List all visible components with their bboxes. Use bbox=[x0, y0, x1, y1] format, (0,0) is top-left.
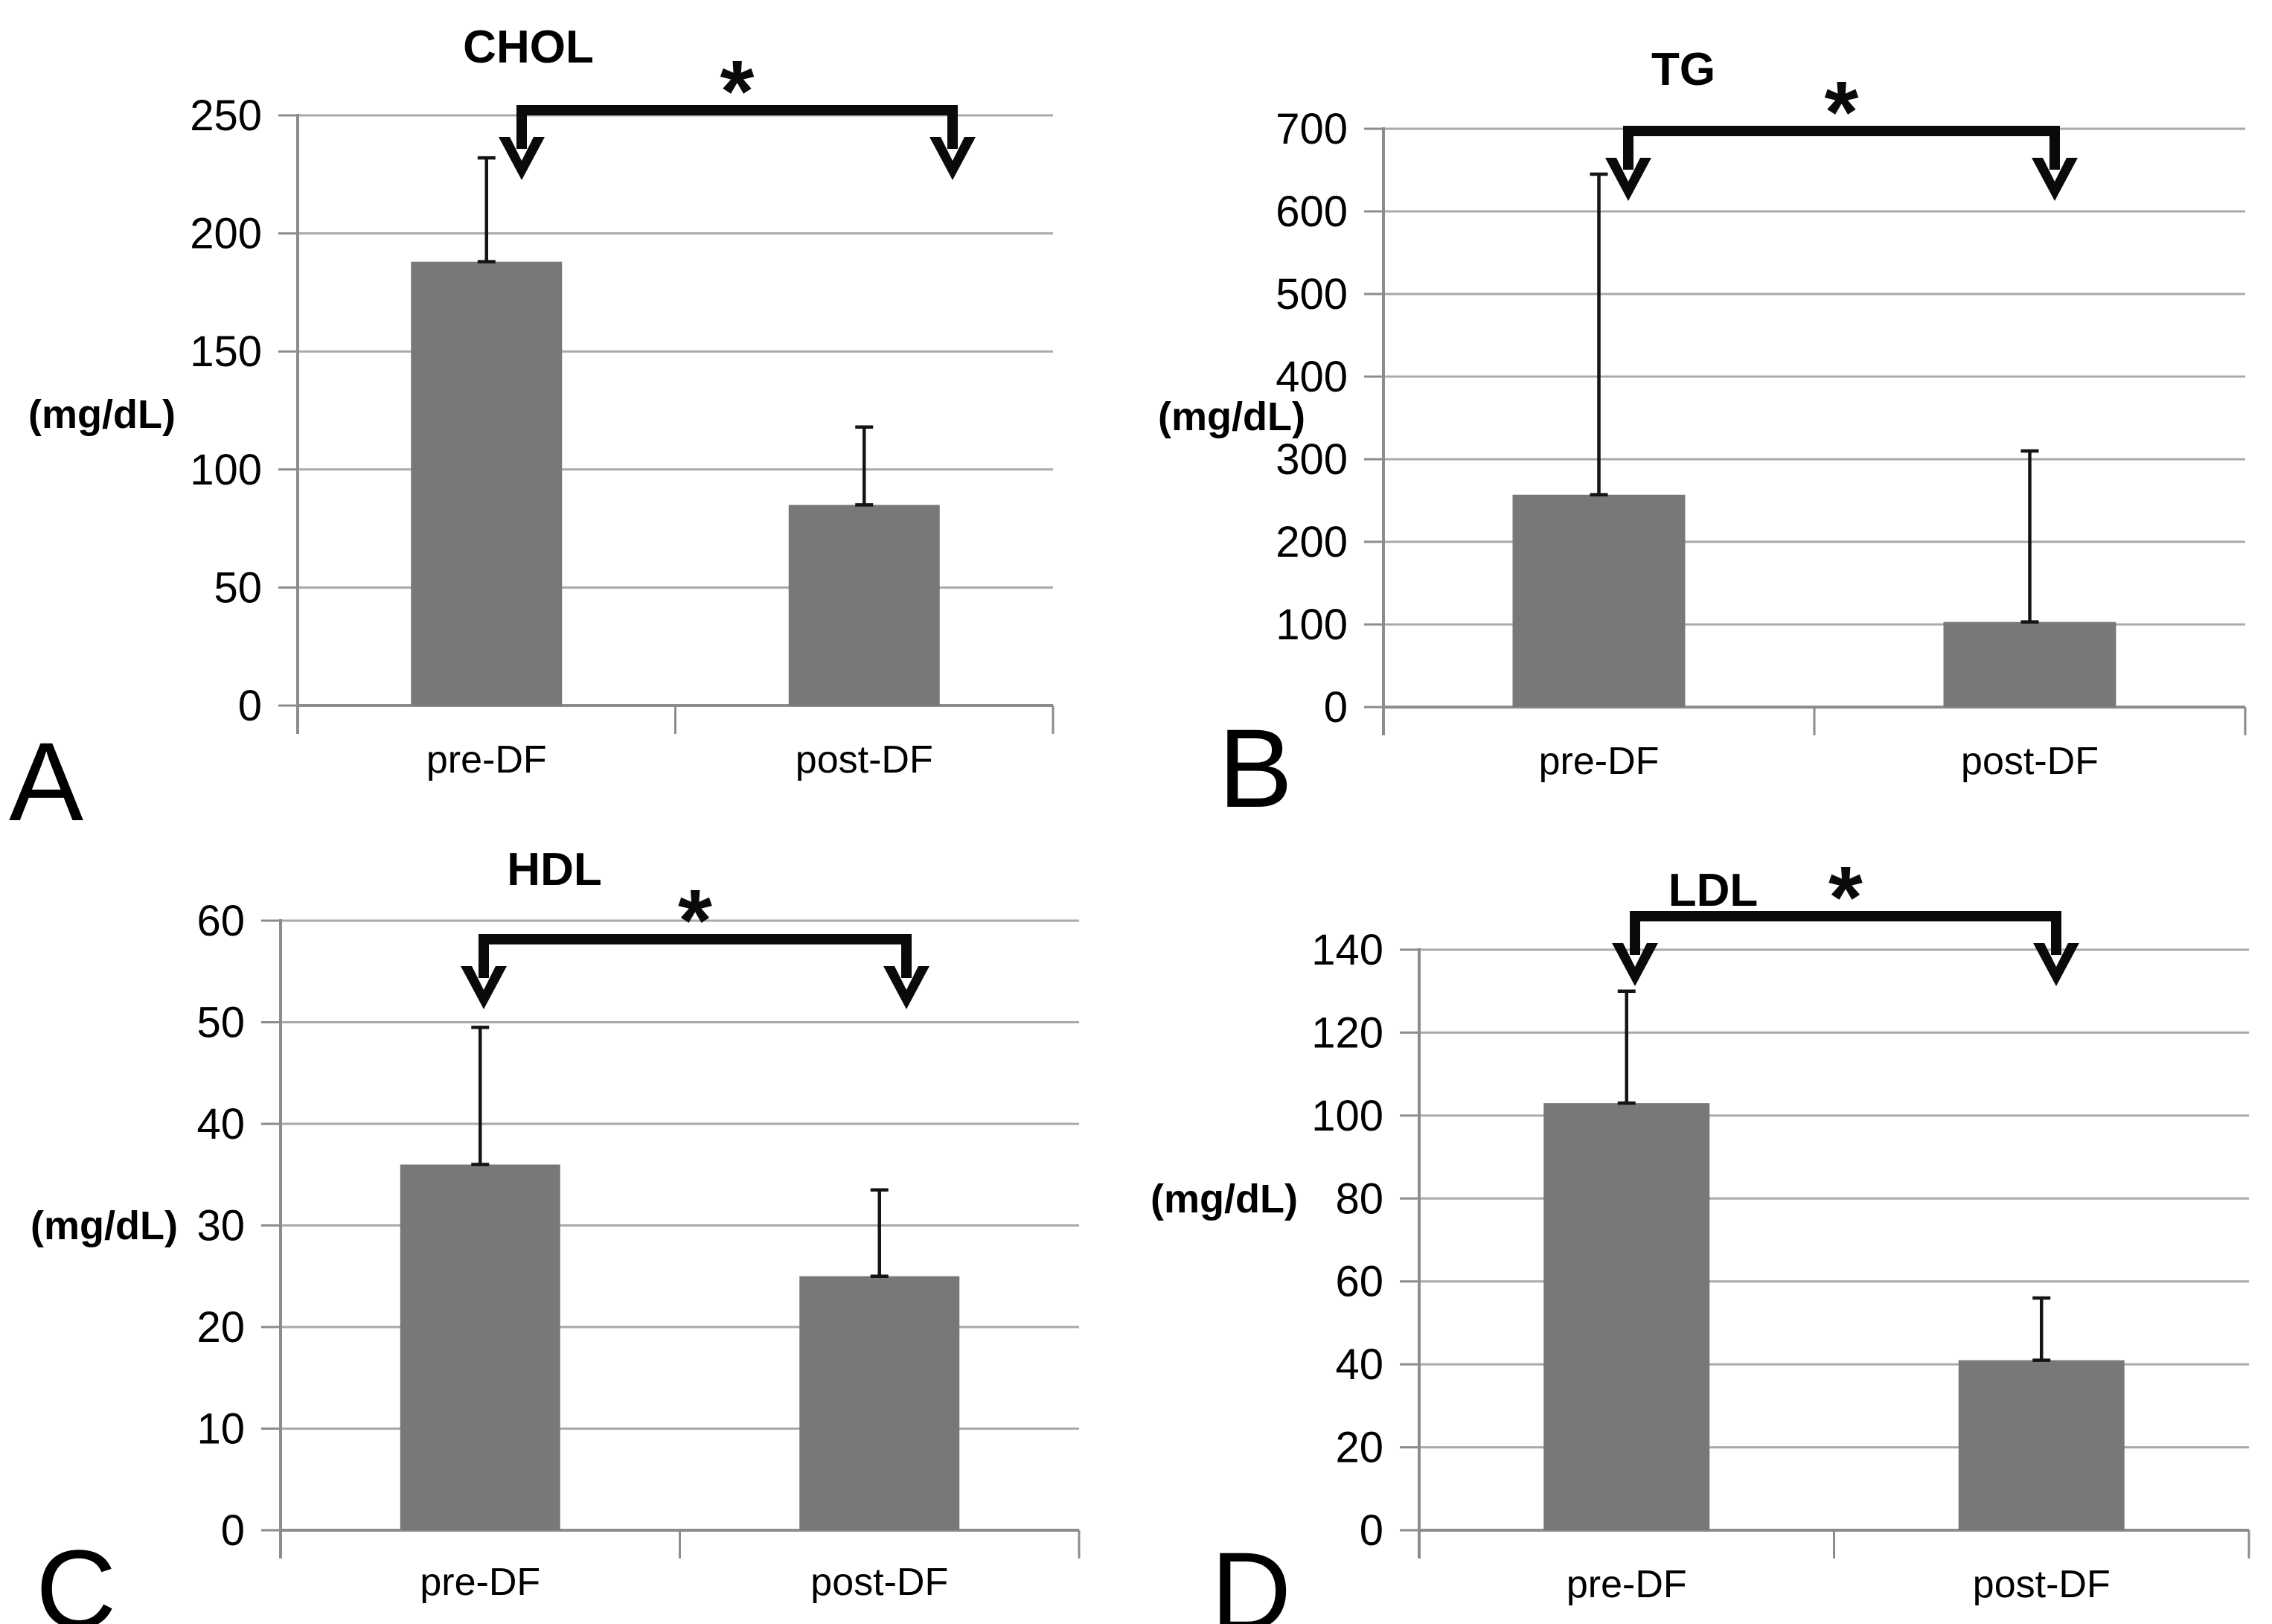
y-tick-label: 700 bbox=[1276, 105, 1348, 153]
y-tick-label: 200 bbox=[1276, 518, 1348, 566]
significance-asterisk: * bbox=[678, 872, 712, 970]
significance-bracket-bar bbox=[516, 105, 958, 115]
y-tick-label: 60 bbox=[196, 897, 245, 945]
y-axis-unit-label: (mg/dL) bbox=[1158, 394, 1305, 439]
chart-title: LDL bbox=[1668, 865, 1759, 916]
significance-bracket-stub bbox=[901, 939, 912, 978]
y-tick-label: 100 bbox=[190, 446, 262, 494]
significance-bracket-stub bbox=[1623, 131, 1633, 170]
category-label: pre-DF bbox=[420, 1561, 540, 1604]
down-arrow-icon bbox=[1605, 158, 1651, 201]
down-arrow-icon bbox=[2033, 943, 2079, 986]
y-tick-label: 60 bbox=[1335, 1258, 1383, 1306]
y-axis-unit-label: (mg/dL) bbox=[1151, 1177, 1298, 1221]
y-tick-label: 500 bbox=[1276, 270, 1348, 319]
y-tick-label: 0 bbox=[238, 682, 262, 730]
category-label: post-DF bbox=[1961, 740, 2099, 783]
category-label: post-DF bbox=[1973, 1563, 2111, 1606]
category-label: pre-DF bbox=[1539, 740, 1660, 783]
y-tick-label: 0 bbox=[221, 1506, 245, 1555]
ldl-plot-area: 0 20 40 60 80 100 120 140 pre-DF post-DF * bbox=[1311, 848, 2250, 1606]
significance-asterisk: * bbox=[1825, 63, 1859, 162]
y-tick-label: 600 bbox=[1276, 188, 1348, 236]
y-tick-label: 80 bbox=[1335, 1174, 1383, 1223]
y-tick-label: 120 bbox=[1311, 1008, 1383, 1057]
y-tick-label: 50 bbox=[214, 563, 262, 612]
y-tick-label: 0 bbox=[1360, 1506, 1383, 1555]
y-tick-label: 0 bbox=[1324, 683, 1348, 732]
chol-plot-area: 0 50 100 150 200 250 pre-DF post-DF * bbox=[190, 42, 1055, 781]
down-arrow-icon bbox=[883, 966, 929, 1009]
panel-b-tg: 0 100 200 300 400 500 600 700 pre-DF post-DF * TG … bbox=[1136, 0, 2272, 831]
panel-letter: A bbox=[9, 719, 84, 844]
y-tick-label: 40 bbox=[1335, 1340, 1383, 1389]
significance-asterisk: * bbox=[1828, 848, 1863, 947]
panel-letter: D bbox=[1211, 1529, 1292, 1624]
significance-bracket-bar bbox=[1630, 911, 2061, 921]
y-tick-label: 20 bbox=[196, 1303, 245, 1352]
significance-asterisk: * bbox=[720, 42, 755, 141]
y-axis-unit-label: (mg/dL) bbox=[28, 392, 176, 437]
tg-plot-area: 0 100 200 300 400 500 600 700 pre-DF post-DF * bbox=[1276, 63, 2247, 783]
y-tick-label: 200 bbox=[190, 210, 262, 258]
significance-bracket-bar bbox=[1623, 126, 2060, 136]
y-tick-label: 50 bbox=[196, 999, 245, 1047]
bar-post-DF bbox=[788, 505, 940, 706]
significance-bracket-stub bbox=[479, 939, 489, 978]
y-tick-label: 300 bbox=[1276, 435, 1348, 484]
bar-pre-DF bbox=[1543, 1103, 1710, 1530]
y-tick-label: 30 bbox=[196, 1202, 245, 1250]
category-label: pre-DF bbox=[426, 738, 547, 781]
panel-a-chol: 0 50 100 150 200 250 pre-DF post-DF * CHOL (mg/d… bbox=[0, 0, 1136, 844]
down-arrow-icon bbox=[2032, 158, 2078, 201]
down-arrow-icon bbox=[1612, 943, 1658, 986]
bar-post-DF bbox=[1943, 621, 2116, 707]
down-arrow-icon bbox=[929, 137, 976, 180]
bar-post-DF bbox=[799, 1276, 960, 1530]
down-arrow-icon bbox=[461, 966, 507, 1009]
y-axis-unit-label: (mg/dL) bbox=[31, 1203, 178, 1248]
bar-post-DF bbox=[1958, 1360, 2125, 1530]
y-tick-label: 250 bbox=[190, 92, 262, 140]
category-label: post-DF bbox=[810, 1561, 948, 1604]
hdl-plot-area: 0 10 20 30 40 50 60 pre-DF post-DF * bbox=[196, 872, 1081, 1604]
y-tick-label: 100 bbox=[1311, 1092, 1383, 1140]
y-tick-label: 140 bbox=[1311, 926, 1383, 974]
y-tick-label: 40 bbox=[196, 1100, 245, 1148]
bar-pre-DF bbox=[1512, 494, 1686, 707]
y-tick-label: 100 bbox=[1276, 601, 1348, 649]
panel-letter: B bbox=[1218, 706, 1293, 831]
chart-title: HDL bbox=[507, 844, 602, 895]
panel-c-hdl: 0 10 20 30 40 50 60 pre-DF post-DF * HDL (mg/dL) … bbox=[0, 812, 1136, 1624]
y-tick-label: 150 bbox=[190, 327, 262, 376]
significance-bracket-stub bbox=[1630, 916, 1640, 955]
significance-bracket-stub bbox=[947, 110, 958, 149]
significance-bracket-stub bbox=[2051, 916, 2061, 955]
significance-bracket-bar bbox=[479, 934, 912, 944]
panel-d-ldl: 0 20 40 60 80 100 120 140 pre-DF post-DF * LDL (mg… bbox=[1136, 812, 2272, 1624]
y-tick-label: 400 bbox=[1276, 353, 1348, 401]
bar-pre-DF bbox=[400, 1164, 560, 1530]
bar-pre-DF bbox=[411, 261, 563, 706]
down-arrow-icon bbox=[499, 137, 545, 180]
panel-letter: C bbox=[36, 1527, 117, 1624]
y-tick-label: 10 bbox=[196, 1405, 245, 1454]
chart-title: TG bbox=[1651, 44, 1716, 95]
significance-bracket-stub bbox=[516, 110, 527, 149]
y-tick-label: 20 bbox=[1335, 1424, 1383, 1472]
significance-bracket-stub bbox=[2049, 131, 2060, 170]
category-label: pre-DF bbox=[1567, 1563, 1687, 1606]
chart-title: CHOL bbox=[463, 22, 594, 73]
category-label: post-DF bbox=[796, 738, 933, 781]
